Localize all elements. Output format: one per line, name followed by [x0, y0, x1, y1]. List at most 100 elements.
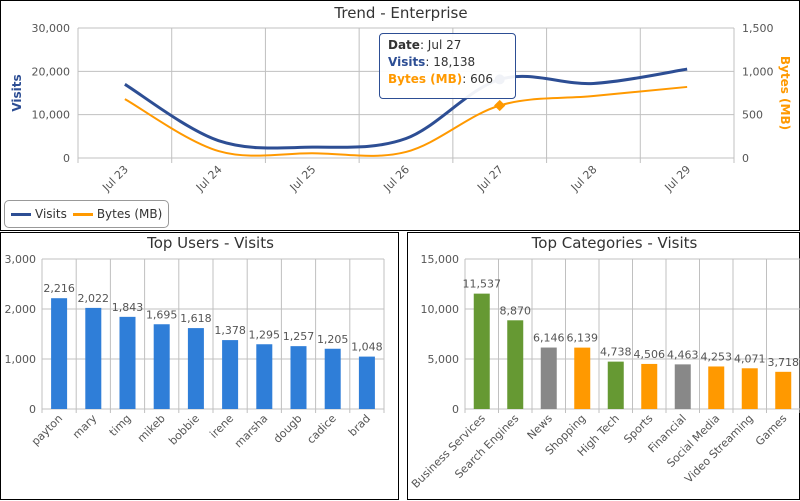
- y-tick-label: 3,000: [5, 253, 37, 266]
- legend-item-bytes[interactable]: Bytes (MB): [72, 207, 163, 221]
- bar: [256, 344, 273, 409]
- x-tick-label: mary: [70, 412, 100, 442]
- x-tick-label: irene: [207, 412, 236, 441]
- x-tick-label: Jul 28: [568, 163, 600, 195]
- tooltip-visits-label: Visits: [388, 55, 426, 69]
- x-tick-label: mikeb: [135, 412, 168, 445]
- x-tick-label: bobbie: [166, 412, 202, 448]
- series-line-bytes: [124, 85, 688, 157]
- y-tick-label: 30,000: [32, 22, 71, 35]
- data-label: 1,257: [283, 330, 315, 343]
- y2-tick-label: 0: [742, 152, 749, 165]
- y-tick-label: 10,000: [421, 303, 460, 316]
- bar: [775, 371, 792, 409]
- bar: [574, 347, 591, 409]
- data-label: 4,071: [734, 352, 766, 365]
- bar: [741, 368, 758, 409]
- x-tick-label: Jul 24: [193, 163, 225, 195]
- highlight-point: [494, 99, 506, 112]
- bar: [153, 324, 170, 409]
- y-tick-label: 5,000: [428, 353, 460, 366]
- x-tick-label: Jul 27: [474, 163, 506, 195]
- x-tick-label: marsha: [232, 412, 270, 450]
- x-tick-label: Jul 26: [380, 163, 412, 195]
- bar: [290, 346, 307, 409]
- y-tick-label: 2,000: [5, 303, 37, 316]
- x-tick-label: payton: [29, 412, 65, 448]
- bar: [607, 361, 624, 409]
- data-label: 1,295: [249, 328, 281, 341]
- data-label: 3,718: [768, 356, 800, 369]
- bar: [540, 347, 557, 409]
- tooltip-bytes-label: Bytes (MB): [388, 72, 463, 86]
- data-label: 4,738: [600, 346, 632, 359]
- bar: [222, 340, 239, 409]
- legend-item-visits[interactable]: Visits: [11, 207, 67, 221]
- x-tick-label: Jul 29: [662, 163, 694, 195]
- tooltip: Date: Jul 27 Visits: 18,138 Bytes (MB): …: [379, 33, 516, 99]
- bar: [507, 320, 524, 409]
- bar: [51, 298, 68, 409]
- bar: [119, 316, 136, 409]
- data-label: 1,205: [317, 333, 349, 346]
- data-label: 1,618: [180, 312, 212, 325]
- legend-label: Bytes (MB): [96, 207, 163, 221]
- data-label: 4,463: [667, 348, 699, 361]
- y2-tick-label: 500: [742, 109, 763, 122]
- legend: Visits Bytes (MB): [4, 200, 170, 228]
- x-tick-label: cadice: [304, 412, 339, 447]
- chart-title: Top Categories - Visits: [531, 234, 698, 252]
- y-tick-label: 15,000: [421, 253, 460, 266]
- tooltip-visits: 18,138: [433, 55, 476, 69]
- data-label: 8,870: [500, 304, 532, 317]
- series-line-visits: [124, 67, 688, 150]
- x-tick-label: Jul 25: [287, 163, 319, 195]
- data-label: 4,253: [701, 350, 733, 363]
- data-label: 6,146: [533, 332, 565, 345]
- top-users-chart: Top Users - Visits 0 1,000 2,000 3,000 2,216 p…: [5, 234, 385, 450]
- tooltip-date: Jul 27: [427, 38, 462, 52]
- data-label: 4,506: [634, 348, 666, 361]
- y-axis-title: Visits: [10, 74, 24, 111]
- bar: [473, 293, 490, 409]
- x-tick-label: dougb: [271, 412, 305, 446]
- bar: [324, 348, 341, 409]
- data-label: 1,378: [214, 324, 246, 337]
- data-label: 2,216: [43, 282, 75, 295]
- top-users-panel: Top Users - Visits 0 1,000 2,000 3,000 2,216 p…: [0, 232, 399, 500]
- x-tick-label: Jul 23: [99, 163, 131, 195]
- bar: [187, 328, 204, 409]
- y-tick-label: 10,000: [32, 109, 71, 122]
- x-tick-label: brad: [346, 412, 373, 439]
- trend-chart-panel: Trend - Enterprise 0 0 10,000 500 20,000 1,000…: [0, 0, 800, 231]
- data-label: 11,537: [463, 278, 502, 291]
- y-tick-label: 0: [29, 403, 36, 416]
- bar: [708, 366, 725, 409]
- x-tick-label: News: [525, 412, 555, 442]
- y-tick-label: 0: [63, 152, 70, 165]
- data-label: 2,022: [78, 292, 110, 305]
- legend-swatch: [11, 213, 31, 216]
- y-tick-label: 20,000: [32, 65, 71, 78]
- bar: [85, 307, 102, 409]
- data-label: 1,843: [112, 301, 144, 314]
- data-label: 6,139: [567, 332, 599, 345]
- x-tick-label: Games: [753, 412, 790, 449]
- bar: [674, 364, 691, 409]
- y-tick-label: 0: [452, 403, 459, 416]
- x-tick-label: timg: [107, 412, 134, 439]
- legend-label: Visits: [35, 207, 67, 221]
- data-label: 1,048: [351, 341, 383, 354]
- top-categories-chart: Top Categories - Visits 0 5,000 10,000 15,00…: [409, 234, 800, 491]
- y2-tick-label: 1,500: [742, 22, 774, 35]
- y2-axis-title: Bytes (MB): [778, 56, 792, 130]
- data-label: 1,695: [146, 308, 178, 321]
- y2-tick-label: 1,000: [742, 65, 774, 78]
- trend-chart: Trend - Enterprise 0 0 10,000 500 20,000 1,000…: [10, 4, 792, 195]
- chart-title: Trend - Enterprise: [333, 4, 467, 22]
- bar: [358, 356, 375, 409]
- bar: [641, 363, 658, 409]
- tooltip-date-label: Date: [388, 38, 420, 52]
- top-categories-panel: Top Categories - Visits 0 5,000 10,000 15,00…: [407, 232, 800, 500]
- tooltip-bytes: 606: [470, 72, 493, 86]
